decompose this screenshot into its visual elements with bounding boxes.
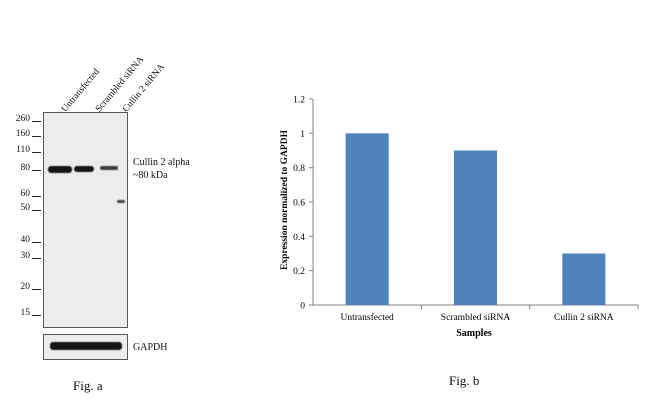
bar-series <box>345 133 606 305</box>
mw-marker-40: 40 <box>20 235 31 245</box>
x-tick-label: Untransfected <box>341 312 395 323</box>
fig-b-label: Fig. b <box>449 373 480 388</box>
x-axis-title: Samples <box>456 328 492 339</box>
mw-tick <box>32 170 41 171</box>
band-lane-1 <box>48 166 72 173</box>
main-blot-membrane <box>43 112 128 328</box>
y-axis: 0 0.2 0.4 0.6 0.8 1 1.2 <box>293 96 314 312</box>
mw-tick <box>32 196 41 197</box>
mw-marker-160: 160 <box>15 129 30 139</box>
mw-marker-20: 20 <box>20 282 31 292</box>
y-tick-label: 0.4 <box>293 233 305 243</box>
band-lane-3-low <box>117 200 125 203</box>
y-tick-label: 1.2 <box>293 96 305 106</box>
mw-marker-260: 260 <box>15 114 30 124</box>
mw-tick <box>32 152 41 153</box>
mw-tick <box>32 136 41 137</box>
x-tick-label: Cullin 2 siRNA <box>554 313 614 323</box>
mw-marker-30: 30 <box>20 251 31 261</box>
y-axis-title: Expression normalized to GAPDH <box>280 129 290 270</box>
mw-tick <box>32 242 41 243</box>
band-lane-2 <box>74 166 94 172</box>
y-tick-label: 0.6 <box>293 199 305 209</box>
bar <box>454 150 497 305</box>
mw-tick <box>32 121 41 122</box>
mw-marker-60: 60 <box>20 189 31 199</box>
mw-tick <box>32 258 41 259</box>
mw-tick <box>32 315 41 316</box>
mw-marker-50: 50 <box>20 203 31 213</box>
mw-tick <box>32 210 41 211</box>
y-tick-label: 0 <box>300 302 305 312</box>
bar <box>345 133 389 305</box>
gapdh-label: GAPDH <box>133 342 168 353</box>
mw-marker-110: 110 <box>16 145 30 155</box>
mw-marker-15: 15 <box>20 308 31 318</box>
y-tick-label: 0.8 <box>293 164 305 174</box>
y-tick-label: 0.2 <box>293 267 305 277</box>
x-tick-label: Scrambled siRNA <box>441 313 511 323</box>
band-label-size: ~80 kDa <box>133 170 168 181</box>
x-axis: Untransfected Scrambled siRNA Cullin 2 siR… <box>313 304 639 323</box>
fig-a-label: Fig. a <box>73 378 103 393</box>
bar <box>562 253 606 305</box>
mw-tick <box>32 289 41 290</box>
band-lane-3 <box>100 166 118 170</box>
gapdh-band <box>50 342 122 350</box>
y-tick-label: 1 <box>300 130 305 140</box>
mw-marker-80: 80 <box>20 163 31 173</box>
band-label-name: Cullin 2 alpha <box>133 157 190 168</box>
